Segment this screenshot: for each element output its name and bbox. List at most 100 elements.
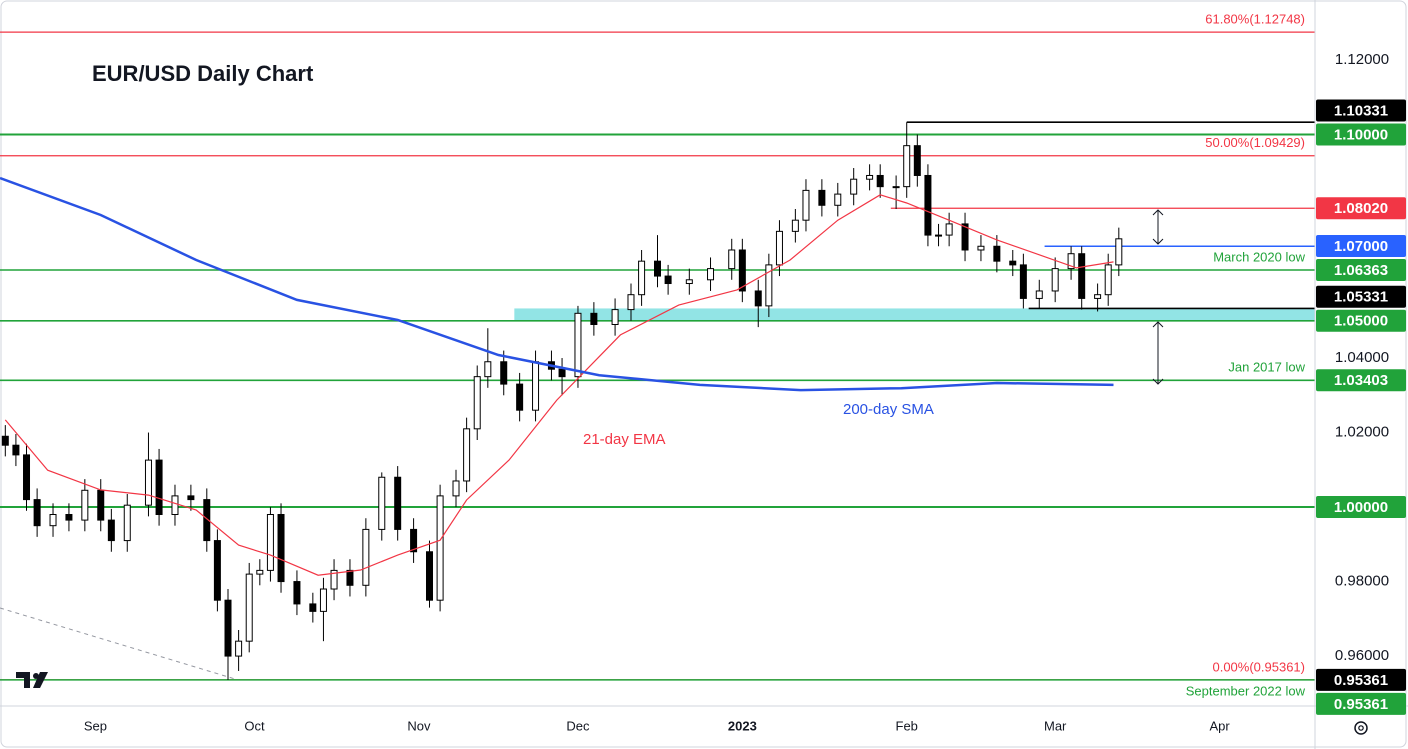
candle-body (155, 459, 163, 516)
candle-body (436, 495, 444, 601)
candle-body (627, 294, 635, 311)
x-tick-label: Sep (84, 718, 107, 733)
candle-body (203, 499, 211, 542)
candle-body (319, 588, 327, 612)
candle-body (903, 145, 911, 188)
level-note: 61.80%(1.12748) (1205, 12, 1305, 27)
candle-body (97, 489, 105, 521)
candle-body (346, 569, 354, 586)
arrow-head (1152, 321, 1164, 328)
candle-body (123, 504, 131, 542)
candle-body (892, 186, 900, 189)
candle-body (532, 361, 540, 411)
candle-body (500, 361, 508, 385)
candle-body (818, 189, 826, 206)
candle-body (171, 495, 179, 516)
candle-body (425, 551, 433, 601)
price-tag-label: 1.10000 (1334, 126, 1388, 143)
price-tag (1316, 285, 1406, 308)
support-zone (514, 308, 1315, 321)
candle-body (245, 573, 253, 642)
logo (16, 672, 48, 688)
candle-body (707, 268, 715, 281)
indicator-line (0, 176, 1114, 392)
candle-body (935, 234, 943, 237)
candle-body (685, 279, 693, 285)
x-tick-label: Dec (566, 718, 590, 733)
y-tick-label: 0.96000 (1335, 647, 1389, 664)
price-tag (1316, 197, 1406, 220)
candle-body (362, 528, 370, 586)
price-tag (1316, 309, 1406, 332)
candle-body (484, 361, 492, 378)
candle-body (1067, 253, 1075, 270)
x-tick-label: Nov (407, 718, 431, 733)
level-note: March 2020 low (1213, 249, 1305, 264)
price-tag-label: 1.07000 (1334, 238, 1388, 255)
level-note: Jan 2017 low (1228, 360, 1305, 375)
logo-mark (33, 673, 39, 679)
candle-body (876, 174, 884, 188)
candle-body (235, 640, 243, 657)
candle-body (330, 569, 338, 590)
candle-body (12, 444, 20, 456)
candle-body (1078, 253, 1086, 299)
price-tag-label: 1.00000 (1334, 499, 1388, 516)
settings-button[interactable] (1354, 721, 1368, 735)
candle-body (463, 428, 471, 482)
candle-body (961, 223, 969, 251)
candle-body (590, 312, 598, 325)
candle-body (107, 519, 115, 542)
y-tick-label: 1.02000 (1335, 424, 1389, 441)
candle-body (516, 383, 524, 411)
trend-line (0, 607, 236, 680)
range-arrows (1152, 209, 1164, 385)
price-tag (1316, 258, 1406, 281)
x-tick-label: Feb (896, 718, 918, 733)
candle-body (81, 489, 89, 521)
candle-body (738, 249, 746, 292)
price-tag (1316, 234, 1406, 257)
candle-body (775, 230, 783, 266)
candle-body (765, 264, 773, 307)
candle-body (791, 219, 799, 232)
arrow-head (1152, 378, 1164, 385)
level-note: 50.00%(1.09429) (1205, 135, 1305, 150)
price-tag-label: 1.05331 (1334, 289, 1388, 306)
candle-body (213, 540, 221, 601)
candle-body (394, 476, 402, 530)
candle-body (1009, 260, 1017, 266)
candle-body (144, 459, 152, 506)
candle-body (977, 245, 985, 251)
plot-area: 61.80%(1.12748) 50.00%(1.09429) March 2020… (0, 12, 1315, 698)
price-tag-label: 1.06363 (1334, 262, 1388, 279)
candle-body (49, 514, 57, 527)
series-label: 21-day EMA (583, 431, 666, 448)
candle-body (834, 193, 842, 206)
y-tick-label: 1.12000 (1335, 51, 1389, 68)
candle-body (850, 178, 858, 195)
price-tag (1316, 496, 1406, 519)
price-tag-label: 1.05000 (1334, 313, 1388, 330)
x-tick-label: Mar (1044, 718, 1067, 733)
arrow-head (1152, 238, 1164, 245)
candle-body (558, 368, 566, 378)
chart-title: EUR/USD Daily Chart (92, 61, 314, 86)
candle-body (754, 290, 762, 307)
candle-body (945, 223, 953, 236)
gear[interactable] (1358, 725, 1364, 731)
price-tag-label: 0.95361 (1334, 696, 1388, 713)
candle-body (1094, 294, 1102, 299)
candle-body (866, 174, 874, 180)
candle-body (309, 603, 317, 612)
candle-body (924, 174, 932, 236)
price-tag (1316, 369, 1406, 392)
candle-body (1035, 290, 1043, 299)
gear[interactable] (1354, 721, 1368, 735)
x-tick-label: Apr (1209, 718, 1230, 733)
candle-body (1115, 238, 1123, 266)
candle-body (293, 581, 301, 605)
candle-body (65, 514, 73, 521)
